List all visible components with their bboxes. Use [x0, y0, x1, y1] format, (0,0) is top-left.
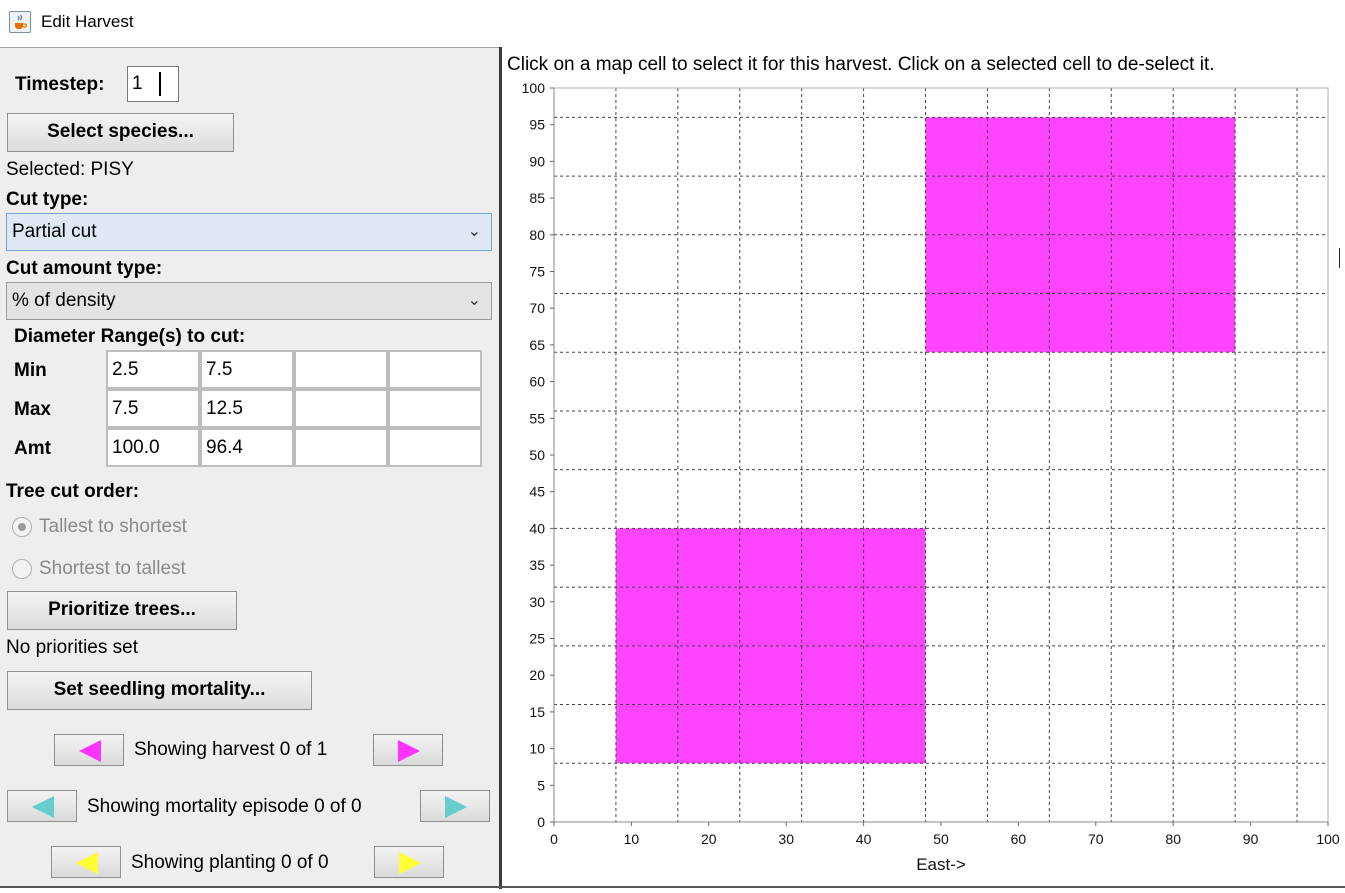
- max-cell-1[interactable]: 7.5: [106, 389, 200, 428]
- y-tick-label: 85: [529, 190, 545, 206]
- selected-species-text: Selected: PISY: [6, 159, 134, 180]
- next-harvest-button[interactable]: [373, 734, 443, 766]
- y-tick-label: 80: [529, 227, 545, 243]
- cut-type-select[interactable]: Partial cut ⌄: [6, 213, 492, 251]
- cut-type-label: Cut type:: [6, 189, 89, 210]
- map-instruction-text: Click on a map cell to select it for thi…: [507, 54, 1215, 75]
- y-tick-label: 30: [529, 594, 545, 610]
- select-species-button[interactable]: Select species...: [7, 113, 234, 152]
- x-axis-label: East->: [916, 855, 966, 874]
- harvest-counter-text: Showing harvest 0 of 1: [134, 739, 328, 760]
- timestep-label: Timestep:: [15, 74, 105, 95]
- y-tick-label: 0: [537, 814, 545, 830]
- priorities-status-text: No priorities set: [6, 637, 138, 658]
- y-tick-label: 95: [529, 117, 545, 133]
- y-tick-label: 35: [529, 557, 545, 573]
- y-tick-label: 65: [529, 337, 545, 353]
- diameter-range-label: Diameter Range(s) to cut:: [14, 326, 246, 347]
- prev-harvest-button[interactable]: [54, 734, 124, 766]
- y-tick-label: 5: [537, 777, 545, 793]
- edge-mark: [1339, 248, 1342, 268]
- y-tick-label: 20: [529, 667, 545, 683]
- amt-cell-2[interactable]: 96.4: [200, 428, 294, 467]
- left-triangle-icon: [32, 796, 54, 818]
- min-cell-1[interactable]: 2.5: [106, 350, 200, 389]
- y-tick-label: 90: [529, 153, 545, 169]
- y-tick-label: 100: [522, 80, 546, 96]
- amt-cell-4[interactable]: [388, 428, 482, 467]
- x-tick-label: 30: [778, 831, 794, 847]
- next-mortality-button[interactable]: [420, 790, 490, 822]
- shortest-option-label: Shortest to tallest: [39, 558, 186, 579]
- row-label-min: Min: [14, 360, 47, 381]
- min-cell-4[interactable]: [388, 350, 482, 389]
- prev-planting-button[interactable]: [51, 846, 121, 878]
- y-tick-label: 70: [529, 300, 545, 316]
- tallest-option-label: Tallest to shortest: [39, 516, 187, 537]
- window-title: Edit Harvest: [41, 12, 134, 31]
- cut-amount-type-select[interactable]: % of density ⌄: [6, 282, 492, 320]
- right-triangle-icon: [445, 796, 467, 818]
- y-tick-label: 10: [529, 741, 545, 757]
- max-cell-4[interactable]: [388, 389, 482, 428]
- min-cell-2[interactable]: 7.5: [200, 350, 294, 389]
- x-tick-label: 60: [1011, 831, 1027, 847]
- max-cell-2[interactable]: 12.5: [200, 389, 294, 428]
- x-tick-label: 80: [1165, 831, 1181, 847]
- right-triangle-icon: [399, 852, 421, 874]
- y-tick-label: 40: [529, 520, 545, 536]
- tree-cut-order-label: Tree cut order:: [6, 481, 140, 502]
- window-bottom-border: [0, 886, 1345, 888]
- x-tick-label: 100: [1316, 831, 1340, 847]
- x-tick-label: 90: [1243, 831, 1259, 847]
- next-planting-button[interactable]: [374, 846, 444, 878]
- y-tick-label: 15: [529, 704, 545, 720]
- x-tick-label: 40: [856, 831, 872, 847]
- shortest-radio[interactable]: [12, 559, 32, 579]
- row-label-amt: Amt: [14, 438, 51, 459]
- chevron-down-icon: ⌄: [467, 292, 481, 309]
- x-tick-label: 20: [701, 831, 717, 847]
- y-tick-label: 45: [529, 484, 545, 500]
- planting-counter-text: Showing planting 0 of 0: [131, 852, 329, 873]
- max-cell-3[interactable]: [294, 389, 388, 428]
- mortality-counter-text: Showing mortality episode 0 of 0: [87, 796, 362, 817]
- seedling-mortality-button[interactable]: Set seedling mortality...: [7, 671, 312, 710]
- amt-cell-3[interactable]: [294, 428, 388, 467]
- chevron-down-icon: ⌄: [467, 223, 481, 240]
- prioritize-trees-button[interactable]: Prioritize trees...: [7, 591, 237, 630]
- left-triangle-icon: [76, 852, 98, 874]
- y-tick-label: 55: [529, 410, 545, 426]
- min-cell-3[interactable]: [294, 350, 388, 389]
- x-tick-label: 10: [624, 831, 640, 847]
- prev-mortality-button[interactable]: [7, 790, 77, 822]
- row-label-max: Max: [14, 399, 51, 420]
- x-tick-label: 70: [1088, 831, 1104, 847]
- x-tick-label: 0: [550, 831, 558, 847]
- title-bar: Edit Harvest: [0, 0, 1345, 46]
- y-tick-label: 25: [529, 631, 545, 647]
- java-cup-icon: [9, 11, 31, 33]
- amt-cell-1[interactable]: 100.0: [106, 428, 200, 467]
- tallest-radio[interactable]: [12, 517, 32, 537]
- right-triangle-icon: [398, 740, 420, 762]
- y-tick-label: 50: [529, 447, 545, 463]
- y-tick-label: 75: [529, 264, 545, 280]
- timestep-input[interactable]: 1: [127, 66, 179, 102]
- y-tick-label: 60: [529, 374, 545, 390]
- cut-amount-type-label: Cut amount type:: [6, 258, 163, 279]
- panel-divider: [499, 47, 502, 889]
- x-tick-label: 50: [933, 831, 949, 847]
- selected-region: [925, 117, 1236, 353]
- left-triangle-icon: [79, 740, 101, 762]
- harvest-map-grid[interactable]: 0 5 10 15 20 25 30 35 40 45 50 55 60 65 70 75 80 85 90 95 10…: [502, 78, 1342, 878]
